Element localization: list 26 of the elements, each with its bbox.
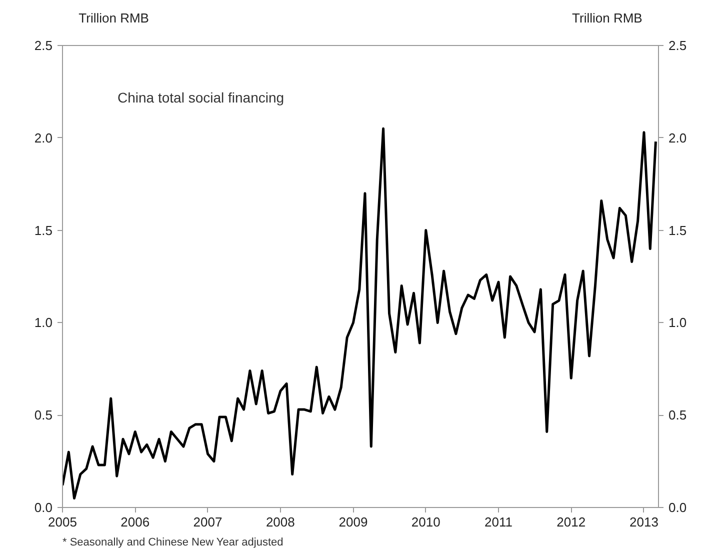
y-tick-label: 2.5 [34,38,53,53]
y-tick-label: 0.5 [34,408,53,423]
x-tick-label: 2008 [266,514,295,530]
x-tick-label: 2012 [556,514,586,530]
x-tick-label: 2010 [411,514,440,530]
x-tick-label: 2007 [193,514,222,530]
y2-tick-label: 1.5 [668,222,687,238]
y-tick-label: 1.5 [34,222,53,238]
y-tick-label: 1.0 [34,315,53,330]
x-tick-label: 2009 [338,514,368,530]
y2-tick-label: 0.5 [668,408,687,423]
y2-tick-label: 0.0 [668,500,687,515]
y2-tick-label: 2.5 [668,38,687,53]
y2-tick-label: 2.0 [668,130,687,146]
x-tick-label: 2005 [48,514,77,530]
y-axis-title: Trillion RMB [78,10,149,26]
y2-tick-label: 1.0 [668,315,687,330]
y-tick-label: 0.0 [34,500,53,515]
text: * Seasonally and Chinese New Year adjusted [62,536,284,548]
y2-axis-title: Trillion RMB [572,10,642,26]
x-tick-label: 2013 [630,514,658,530]
line-series [62,127,657,500]
x-tick-label: 2011 [484,514,512,530]
y-tick-label: 2.0 [34,130,53,146]
x-tick-label: 2006 [120,514,150,530]
text: China total social financing [118,90,284,106]
